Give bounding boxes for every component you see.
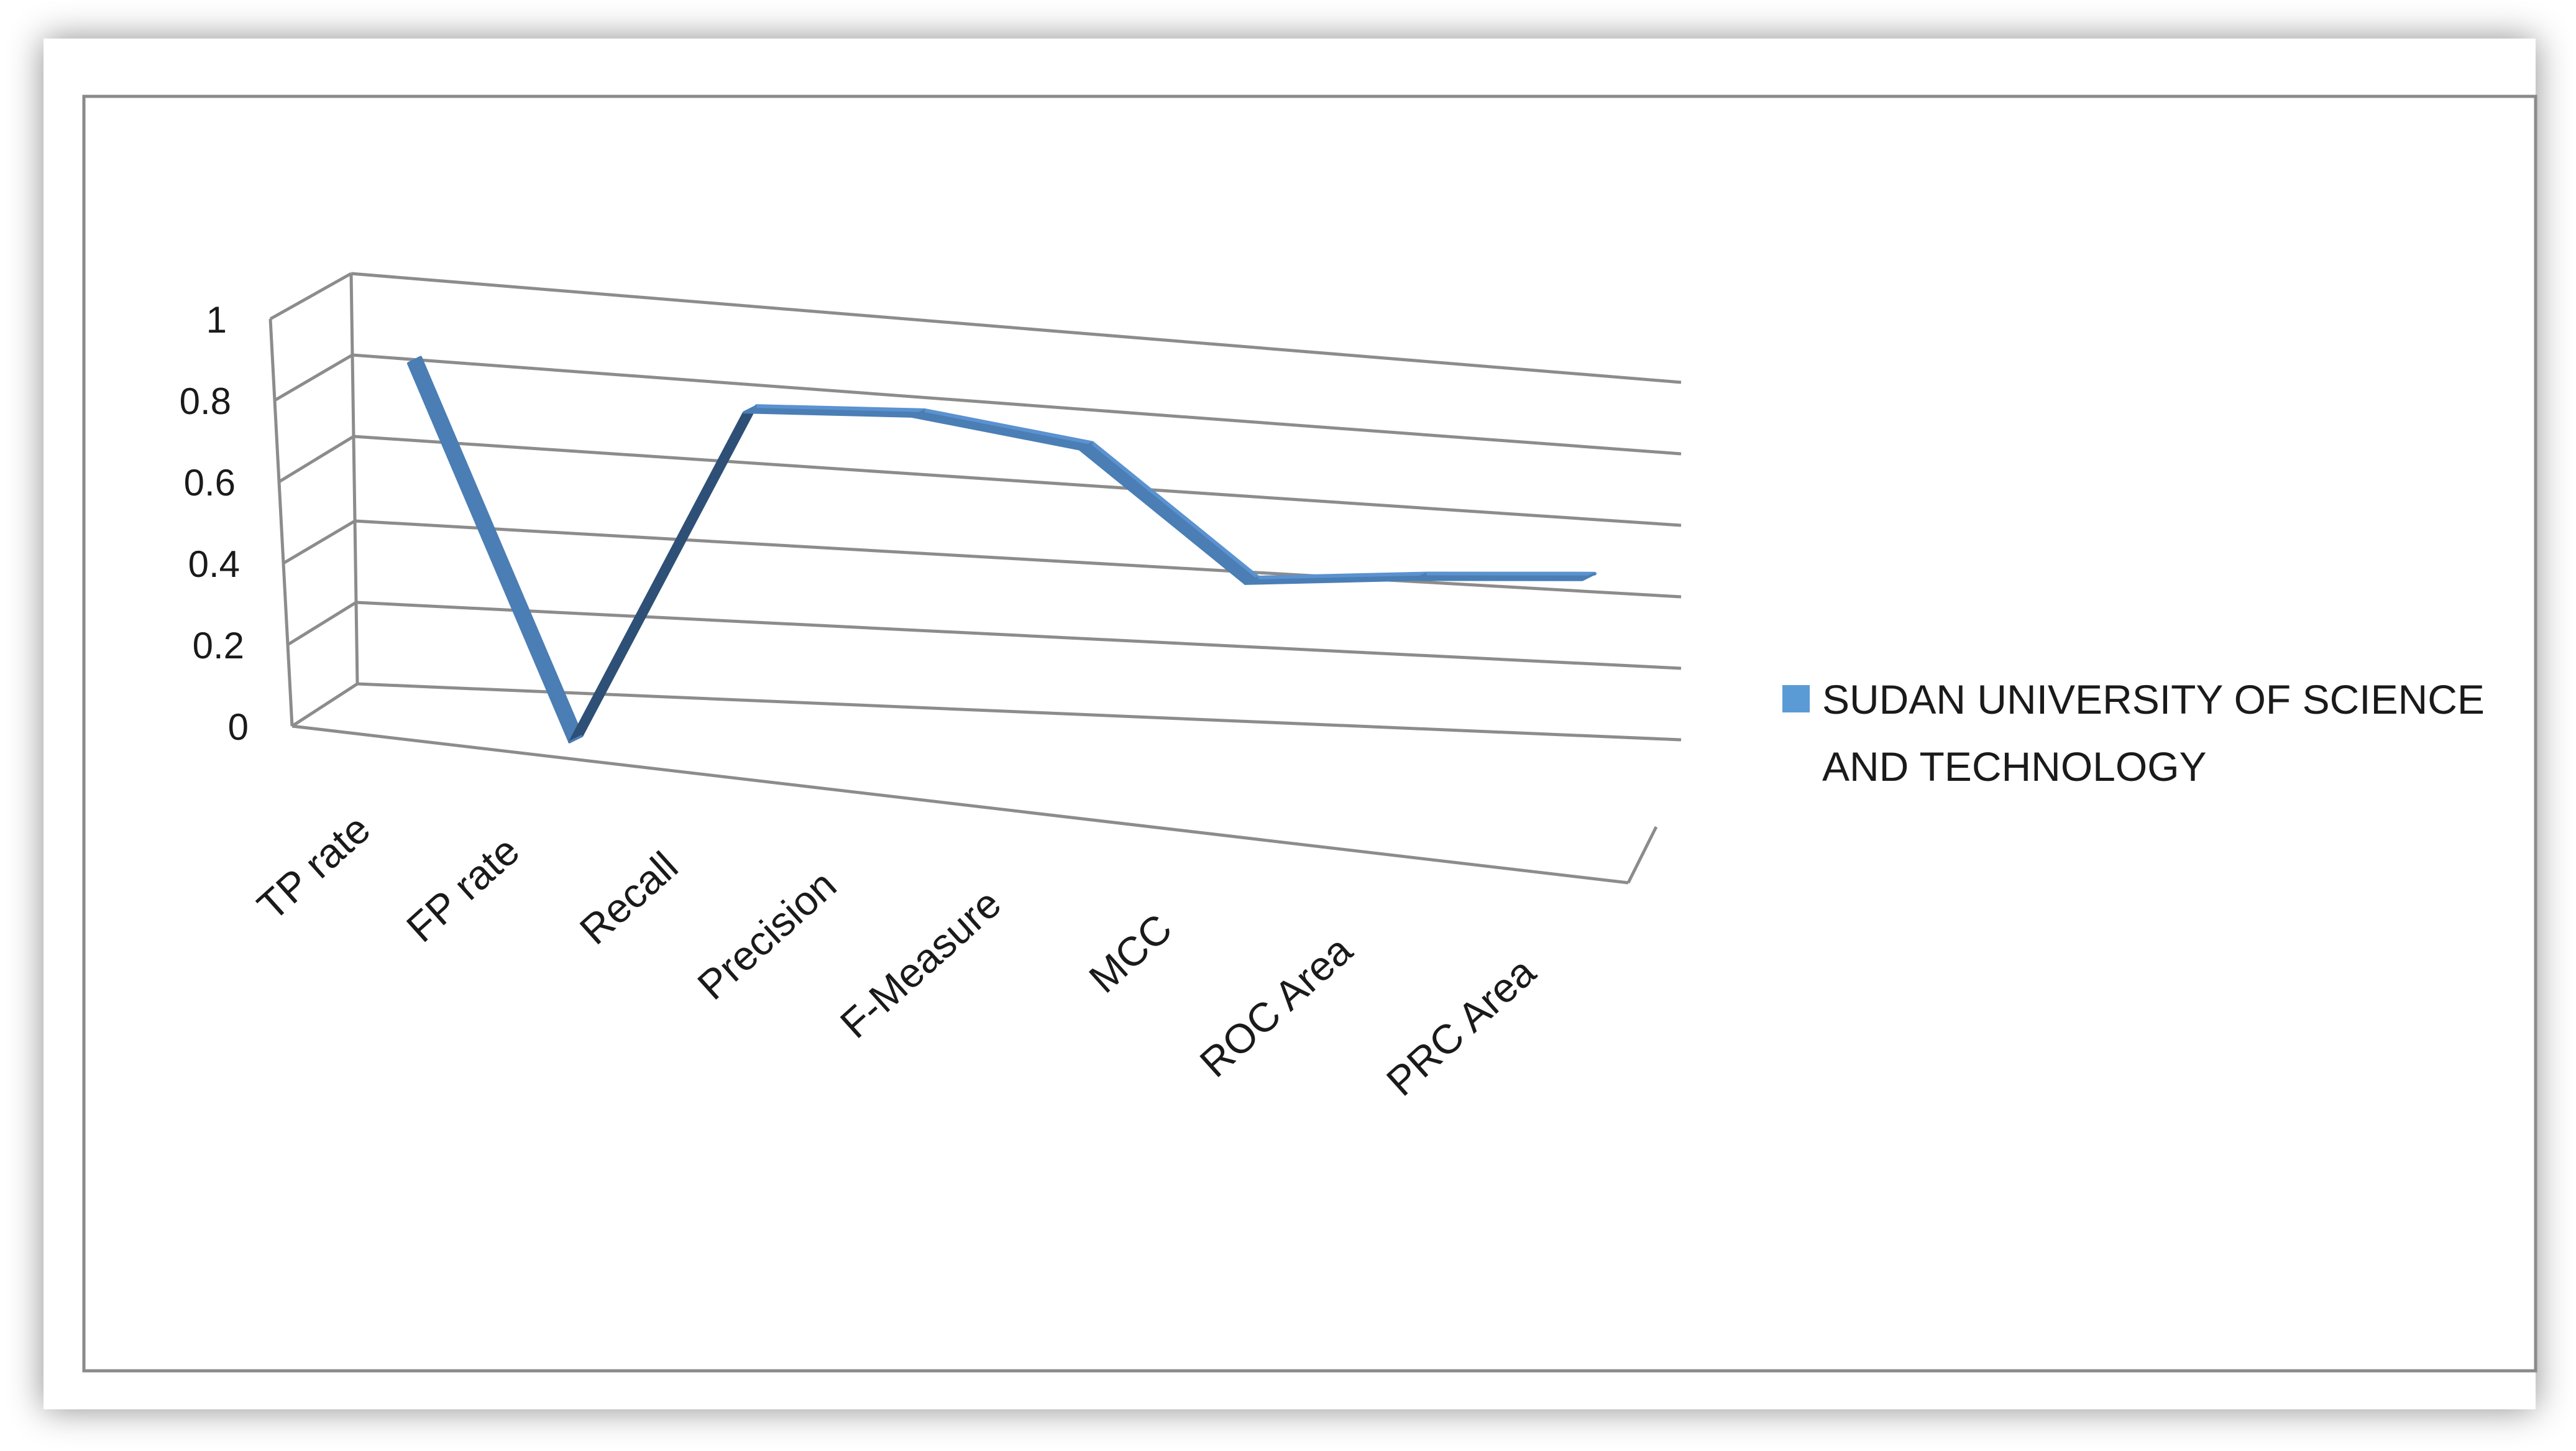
series-point [743,405,758,414]
series-point [569,734,583,744]
legend: SUDAN UNIVERSITY OF SCIENCE AND TECHNOLO… [1782,676,2485,790]
gridlines [269,272,1682,742]
legend-label-line1: SUDAN UNIVERSITY OF SCIENCE [1822,676,2485,722]
series-point [911,409,925,418]
y-tick-label: 0 [228,706,249,748]
chart-area-border [82,94,2537,1373]
side-wall-gridline [269,272,352,321]
gridline [353,435,1682,527]
series-segment-top [923,408,1094,445]
legend-swatch [1782,685,1810,712]
series-segment-top [754,404,927,412]
back-wall [268,273,359,727]
gridline [352,353,1682,456]
gridline [357,682,1682,742]
series-segment-top [1090,441,1260,579]
floor-right-edge [1626,826,1658,884]
side-wall-gridline [282,519,356,565]
series-point [407,356,422,365]
y-tick-label: 0.4 [188,543,240,585]
legend-label-line2: AND TECHNOLOGY [1822,744,2207,790]
series-ribbon [406,356,1597,744]
side-wall-gridline [273,353,354,402]
series-point [1581,572,1596,581]
y-tick-label: 0.2 [193,625,244,666]
y-tick-labels: 0 0.2 0.4 0.6 0.8 1 [180,299,249,748]
gridline [351,272,1682,384]
series-point [1413,572,1428,581]
floor-front-edge [291,724,1629,885]
y-tick-label: 1 [206,299,227,341]
wall-edge-back [349,273,359,684]
side-wall-gridline [286,601,357,647]
wall-edge-front [268,318,294,727]
gridline [355,601,1682,670]
side-wall-gridline [278,435,355,484]
series-point [1078,441,1093,451]
series-segment-top [1256,571,1429,579]
series-point [1244,576,1259,586]
y-tick-label: 0.6 [184,462,236,504]
side-wall-gridline [291,682,359,728]
gridline [354,519,1682,599]
floor [291,724,1658,885]
y-tick-label: 0.8 [180,380,231,422]
